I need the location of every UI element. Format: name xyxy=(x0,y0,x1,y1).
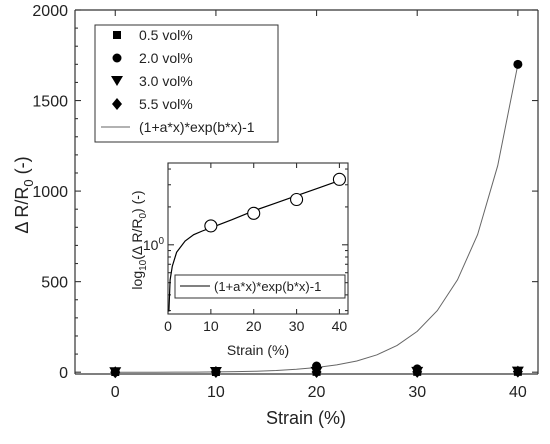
inset-legend: (1+a*x)*exp(b*x)-1 xyxy=(174,274,346,299)
inset-background xyxy=(164,159,354,340)
legend-label-series-1: 0.5 vol% xyxy=(139,27,193,43)
main-y-axis-title: Δ R/R0 (-) xyxy=(12,156,36,233)
main-y-tick-label: 1500 xyxy=(32,94,68,111)
main-point-diamond xyxy=(412,365,423,378)
inset-y-axis-title-sub: 0 xyxy=(138,213,149,219)
inset-x-tick-label: 30 xyxy=(289,318,305,334)
inset-y-tick-label-exp: 0 xyxy=(158,236,164,247)
main-point-diamond xyxy=(512,365,523,378)
inset-x-tick-label: 10 xyxy=(203,318,219,334)
inset-x-axis-title: Strain (%) xyxy=(227,342,289,358)
main-y-tick-label: 0 xyxy=(59,365,68,382)
main-data-points xyxy=(109,59,524,379)
main-x-axis-title: Strain (%) xyxy=(266,408,346,428)
main-y-axis-title-sub: 0 xyxy=(21,179,36,186)
main-point-diamond xyxy=(311,366,322,379)
main-y-tick-label: 500 xyxy=(41,275,68,292)
main-legend-box xyxy=(94,24,279,143)
inset-plot xyxy=(164,159,354,340)
main-point-diamond xyxy=(110,366,121,379)
inset-point-circle xyxy=(332,172,346,186)
inset-x-tick-label: 40 xyxy=(332,318,348,334)
inset-y-tick-label: 100 xyxy=(143,236,165,253)
inset-x-tick-label: 20 xyxy=(246,318,262,334)
main-y-axis-title-unit: (-) xyxy=(12,156,32,179)
main-x-tick-label: 0 xyxy=(111,384,120,401)
main-y-tick-label: 1000 xyxy=(32,184,68,201)
inset-legend-box xyxy=(174,274,346,299)
inset-y-tick-label-base: 10 xyxy=(143,237,159,253)
inset-frame xyxy=(167,162,349,315)
legend-label-fit: (1+a*x)*exp(b*x)-1 xyxy=(139,119,255,135)
main-y-axis-title-main: Δ R/R xyxy=(12,187,32,234)
main-legend: 0.5 vol% 2.0 vol% 3.0 vol% 5.5 vol% (1+a… xyxy=(94,24,279,143)
main-plot-frame xyxy=(74,9,539,375)
main-x-tick-label: 10 xyxy=(207,384,225,401)
legend-label-series-4: 5.5 vol% xyxy=(139,96,193,112)
inset-legend-label-fit: (1+a*x)*exp(b*x)-1 xyxy=(214,279,321,294)
main-x-tick-label: 40 xyxy=(509,384,527,401)
inset-data-points xyxy=(204,172,346,233)
main-x-tick-label: 30 xyxy=(408,384,426,401)
legend-label-series-3: 3.0 vol% xyxy=(139,73,193,89)
inset-y-axis-title: log10(Δ R/R0) (-) xyxy=(129,190,149,289)
inset-point-circle xyxy=(290,192,304,207)
main-point-circle xyxy=(513,59,523,69)
legend-marker-triangle xyxy=(111,76,123,86)
main-y-tick-label: 2000 xyxy=(32,3,68,20)
legend-marker-diamond xyxy=(112,98,122,110)
legend-marker-square xyxy=(113,31,121,39)
inset-x-tick-label: 0 xyxy=(164,318,172,334)
inset-y-axis-title-prefix-sub: 10 xyxy=(138,259,149,271)
inset-point-circle xyxy=(247,206,261,220)
legend-label-series-2: 2.0 vol% xyxy=(139,50,193,66)
main-point-diamond xyxy=(210,366,221,379)
inset-y-axis-title-main: (Δ R/R xyxy=(129,219,145,260)
inset-y-axis-title-unit: ) (-) xyxy=(129,190,145,213)
legend-marker-circle xyxy=(112,53,122,63)
main-x-tick-label: 20 xyxy=(308,384,326,401)
inset-point-circle xyxy=(204,219,218,233)
inset-y-axis-title-prefix: log xyxy=(129,271,145,290)
